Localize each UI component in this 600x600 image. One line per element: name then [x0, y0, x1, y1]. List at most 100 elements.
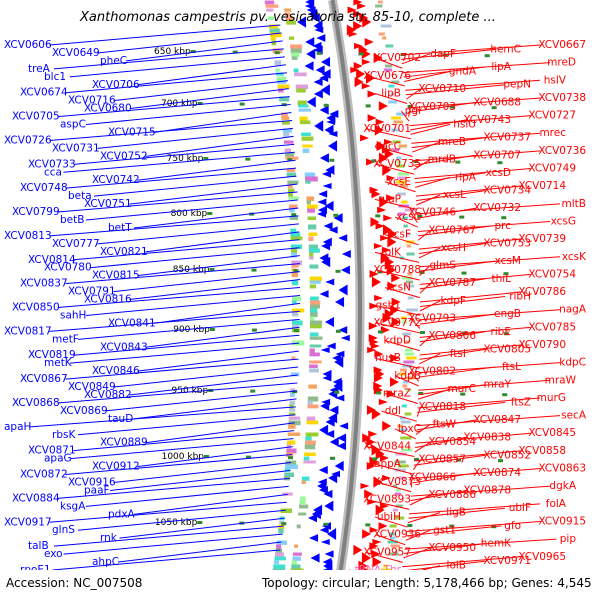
gene-leader-line: [49, 24, 281, 46]
gene-label: rlpA: [455, 171, 477, 183]
feature-tile: [291, 260, 303, 266]
gene-label: XCV0849: [68, 381, 116, 393]
feature-tile: [267, 16, 274, 20]
scale-tick-dash: [417, 215, 423, 218]
feature-tile: [307, 404, 319, 409]
gene-leader-line: [374, 463, 414, 475]
feature-tile: [278, 528, 284, 534]
gene-label: XCV0847: [473, 414, 521, 426]
reverse-gene-arrow: [307, 513, 317, 523]
scale-tick-dash: [407, 105, 413, 108]
gene-leader-line: [384, 340, 420, 352]
scale-tick-label: 1000 kbp: [162, 452, 205, 462]
gene-label: lpxC: [398, 423, 421, 435]
forward-gene-arrow: [379, 454, 389, 462]
scale-tick-dash: [274, 51, 280, 55]
gene-label: mrdB: [428, 154, 456, 166]
accession-label: Accession: NC_007508: [6, 576, 143, 590]
feature-tile: [271, 40, 277, 46]
forward-gene-arrow: [368, 322, 378, 330]
feature-tile: [291, 52, 300, 58]
forward-gene-arrow: [391, 317, 401, 327]
gene-label: XCV0821: [100, 246, 148, 258]
forward-gene-arrow: [364, 489, 374, 499]
gene-leader-line: [113, 462, 292, 483]
scale-tick-dash: [209, 328, 215, 331]
feature-tile: [274, 60, 282, 66]
gene-label: XCV0838: [463, 432, 511, 444]
gene-label: XCV0736: [538, 145, 586, 157]
scale-tick-dash: [287, 158, 293, 162]
forward-gene-arrow: [377, 206, 387, 214]
reverse-gene-arrow: [324, 200, 334, 212]
gene-leader-line: [375, 534, 406, 546]
gene-leader-line: [409, 115, 531, 127]
gene-leader-line: [145, 326, 300, 348]
gene-label: XCV0680: [84, 103, 132, 115]
reverse-gene-arrow: [340, 334, 350, 342]
gene-leader-line: [374, 93, 408, 105]
feature-tile: [291, 324, 299, 330]
reverse-gene-arrow: [316, 34, 326, 42]
gene-label: prc: [494, 220, 511, 232]
reverse-gene-arrow: [326, 118, 336, 126]
feature-tile: [407, 272, 413, 276]
gene-leader-line: [69, 342, 300, 364]
reverse-gene-arrow: [319, 526, 329, 534]
feature-tile: [403, 360, 415, 364]
forward-gene-arrow: [367, 114, 377, 122]
gene-label: XCV0749: [528, 163, 576, 175]
scale-tick-dash: [503, 332, 509, 336]
scale-tick-dash: [455, 160, 461, 164]
gene-label: ubiF: [509, 502, 531, 514]
feature-tile: [406, 244, 411, 248]
scale-tick-dash: [449, 524, 455, 528]
gene-leader-line: [63, 533, 283, 555]
feature-tile: [309, 344, 322, 348]
feature-tile: [394, 460, 406, 464]
gene-leader-line: [153, 112, 292, 133]
gene-leader-line: [65, 358, 299, 380]
feature-tile: [284, 472, 295, 478]
feature-tile: [405, 348, 413, 352]
gene-leader-line: [374, 516, 408, 528]
feature-tile: [400, 436, 412, 440]
feature-tile: [299, 500, 306, 505]
reverse-gene-arrow: [322, 182, 332, 190]
gene-leader-line: [374, 304, 421, 316]
gene-leader-line: [384, 287, 421, 299]
feature-tile: [398, 144, 408, 148]
scale-tick-dash: [376, 391, 382, 395]
gene-label: mraZ: [383, 388, 411, 400]
feature-tile: [269, 28, 280, 33]
gene-label: XCV0867: [20, 373, 68, 385]
feature-tile: [304, 452, 316, 457]
feature-tile: [272, 48, 283, 54]
gene-leader-line: [73, 334, 300, 356]
gene-leader-line: [414, 441, 431, 453]
gene-label: XCV0813: [4, 230, 52, 242]
feature-tile: [288, 192, 293, 198]
feature-tile: [401, 404, 407, 408]
gene-label: paaF: [84, 484, 110, 496]
feature-tile: [266, 8, 274, 12]
feature-tile: [303, 456, 310, 461]
gene-label: XCV0733: [28, 158, 76, 170]
feature-tile: [286, 448, 297, 454]
feature-tile: [309, 364, 318, 369]
feature-tile: [293, 552, 302, 556]
scale-tick-dash: [501, 216, 507, 220]
scale-tick-dash: [375, 214, 381, 218]
forward-gene-arrow: [373, 242, 383, 250]
feature-tile: [286, 172, 296, 178]
feature-tile: [285, 156, 299, 160]
gene-label: secA: [561, 410, 587, 422]
gene-leader-line: [375, 163, 415, 175]
scale-tick-dash: [292, 390, 298, 394]
gene-label: XCV0886: [428, 489, 476, 501]
gene-leader-line: [97, 32, 282, 54]
feature-tile: [295, 84, 308, 90]
gene-leader-line: [89, 247, 300, 269]
feature-tile: [396, 160, 402, 164]
